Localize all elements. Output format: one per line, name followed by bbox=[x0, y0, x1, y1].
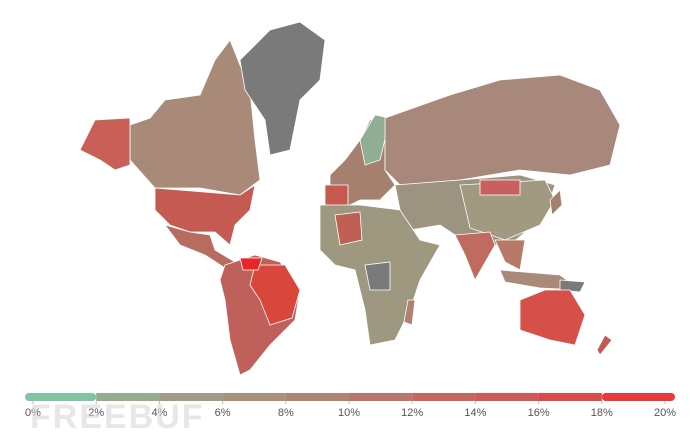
legend-tick-label: 8% bbox=[278, 407, 294, 419]
legend-tick-label: 16% bbox=[528, 407, 550, 419]
russia bbox=[384, 74, 621, 186]
legend-tick-label: 6% bbox=[215, 407, 231, 419]
color-legend: 0% 2% 4% 6% 8% 10% 12% 14% 16% 18% 20% bbox=[25, 393, 676, 419]
legend-segment bbox=[538, 393, 602, 401]
canada bbox=[129, 39, 261, 196]
greenland bbox=[239, 21, 326, 156]
legend-segment bbox=[285, 393, 349, 401]
new-zealand bbox=[596, 334, 613, 356]
legend-tick-label: 4% bbox=[151, 407, 167, 419]
legend-segment bbox=[222, 393, 286, 401]
legend-tick-label: 12% bbox=[401, 407, 423, 419]
legend-segment bbox=[349, 393, 413, 401]
india bbox=[454, 231, 496, 281]
world-map bbox=[79, 21, 621, 376]
legend-tick-label: 14% bbox=[464, 407, 486, 419]
legend-segment bbox=[96, 393, 160, 401]
madagascar bbox=[403, 299, 416, 326]
papua-new-guinea bbox=[559, 279, 586, 293]
legend-tick-label: 10% bbox=[338, 407, 360, 419]
legend-tick-label: 18% bbox=[591, 407, 613, 419]
legend-tick-label: 20% bbox=[654, 407, 676, 419]
mongolia bbox=[479, 179, 521, 196]
usa bbox=[154, 184, 256, 246]
brazil bbox=[249, 264, 301, 326]
algeria bbox=[334, 211, 363, 246]
watermark: FREEBUF bbox=[30, 398, 205, 436]
australia bbox=[519, 289, 586, 346]
legend-tick-label: 0% bbox=[25, 407, 41, 419]
legend-segment bbox=[475, 393, 539, 401]
legend-segment bbox=[412, 393, 476, 401]
legend-segment bbox=[601, 393, 675, 401]
japan bbox=[549, 189, 563, 216]
legend-segment bbox=[25, 393, 97, 401]
alaska bbox=[79, 117, 131, 171]
venezuela bbox=[239, 257, 263, 271]
dr-congo bbox=[364, 261, 391, 291]
southeast-asia bbox=[494, 239, 526, 271]
legend-tick-label: 2% bbox=[88, 407, 104, 419]
legend-segment bbox=[159, 393, 223, 401]
